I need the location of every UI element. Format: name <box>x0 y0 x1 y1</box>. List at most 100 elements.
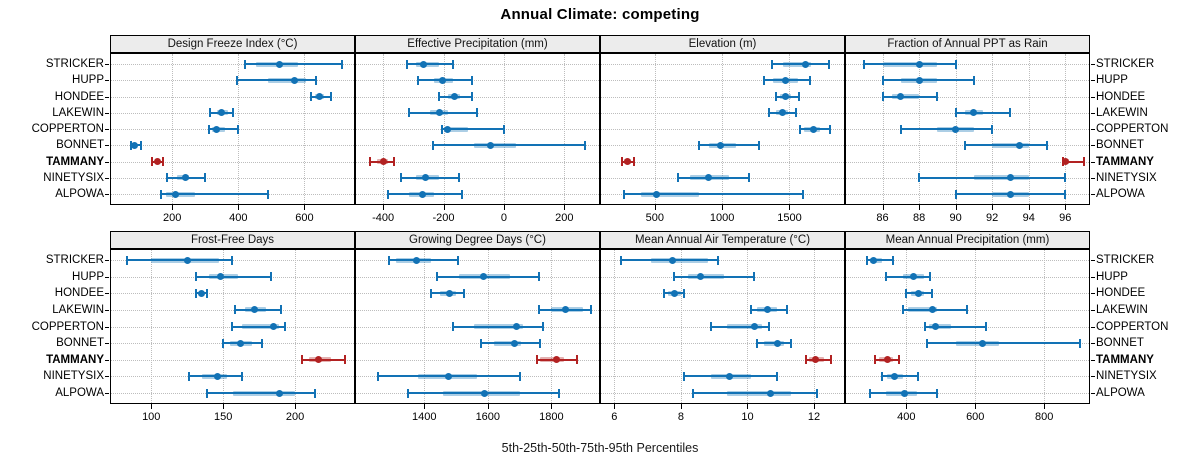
station-label-right: COPPERTON <box>1096 320 1169 333</box>
iqr-band <box>268 77 307 83</box>
percentile-whisker <box>244 63 343 65</box>
horizontal-gridline <box>846 260 1089 261</box>
horizontal-gridline <box>846 64 1089 65</box>
axis-tick <box>304 205 306 210</box>
whisker-cap-low <box>869 388 872 398</box>
median-dot <box>750 323 758 330</box>
row-tick-right <box>1091 129 1095 130</box>
median-dot <box>781 76 789 84</box>
row-tick-right <box>1091 80 1095 82</box>
row-tick-right <box>1091 309 1095 311</box>
whisker-cap-high <box>753 272 756 282</box>
median-dot <box>810 125 818 133</box>
panel-header: Mean Annual Air Temperature (°C) <box>600 231 845 249</box>
panel-header: Growing Degree Days (°C) <box>355 231 600 249</box>
horizontal-gridline <box>846 376 1089 378</box>
whisker-cap-low <box>881 75 884 85</box>
whisker-cap-high <box>683 288 686 298</box>
iqr-band <box>473 142 516 148</box>
whisker-cap-high <box>632 157 635 166</box>
axis-tick <box>814 404 816 409</box>
median-dot <box>812 356 820 364</box>
median-dot <box>420 60 428 68</box>
whisker-cap-high <box>936 388 939 398</box>
horizontal-gridline <box>601 129 844 130</box>
horizontal-gridline <box>356 161 599 163</box>
median-dot <box>1016 141 1024 149</box>
horizontal-gridline <box>356 96 599 98</box>
row-tick-left <box>105 80 109 82</box>
horizontal-gridline <box>601 359 844 361</box>
whisker-cap-low <box>431 140 434 150</box>
whisker-cap-low <box>377 371 380 381</box>
station-label-left: LAKEWIN <box>52 106 104 119</box>
whisker-cap-high <box>457 173 460 183</box>
percentile-whisker <box>864 63 956 65</box>
axis-tick-label: -400 <box>372 212 395 224</box>
whisker-cap-low <box>663 288 666 298</box>
whisker-cap-low <box>749 305 752 315</box>
axis-tick <box>551 404 553 409</box>
whisker-cap-low <box>187 371 190 381</box>
whisker-cap-high <box>314 75 317 85</box>
whisker-cap-low <box>709 322 712 331</box>
horizontal-gridline <box>111 309 354 311</box>
axis-tick <box>238 205 240 210</box>
median-dot <box>379 158 387 165</box>
percentile-whisker <box>919 176 1066 179</box>
iqr-band <box>540 357 565 363</box>
axis-tick-label: 90 <box>949 212 962 224</box>
iqr-band <box>882 61 938 67</box>
median-dot <box>216 273 224 281</box>
median-dot <box>275 389 283 397</box>
median-dot <box>901 389 909 397</box>
horizontal-gridline <box>111 80 354 82</box>
median-dot <box>154 158 162 165</box>
axis-tick <box>955 205 957 210</box>
horizontal-gridline <box>601 161 844 163</box>
axis-tick <box>789 205 791 210</box>
whisker-cap-high <box>1064 189 1067 199</box>
station-label-left: STRICKER <box>45 254 104 266</box>
whisker-cap-high <box>471 92 474 101</box>
iqr-band <box>928 324 952 329</box>
axis-tick-label: 200 <box>162 212 182 224</box>
whisker-cap-high <box>451 59 454 69</box>
iqr-band <box>166 191 196 197</box>
whisker-cap-high <box>898 355 901 365</box>
percentile-whisker <box>927 342 1081 345</box>
median-dot <box>183 256 191 264</box>
horizontal-gridline <box>601 309 844 311</box>
station-label-left: NINETYSIX <box>43 171 104 184</box>
panel-title: Mean Annual Air Temperature (°C) <box>634 234 811 246</box>
panel-title: Mean Annual Precipitation (mm) <box>885 234 1050 246</box>
panel-header: Elevation (m) <box>600 35 845 53</box>
median-dot <box>717 141 725 149</box>
percentile-whisker <box>302 358 346 361</box>
whisker-cap-high <box>1082 157 1085 166</box>
median-dot <box>443 125 451 133</box>
axis-tick-label: 12 <box>807 411 821 423</box>
axis-tick <box>882 205 884 210</box>
panel-title: Frost-Free Days <box>190 234 275 246</box>
percentile-whisker <box>964 144 1047 147</box>
percentile-whisker <box>692 392 818 394</box>
median-dot <box>914 289 922 297</box>
percentile-whisker <box>699 144 759 147</box>
horizontal-gridline <box>356 194 599 195</box>
panel-plot <box>110 53 355 205</box>
whisker-cap-high <box>341 59 344 69</box>
whisker-cap-high <box>776 371 779 381</box>
whisker-cap-low <box>683 371 686 381</box>
whisker-cap-high <box>139 140 142 150</box>
station-label-left: HONDEE <box>54 90 104 103</box>
panel-plot <box>845 249 1090 404</box>
axis-tick <box>614 404 616 409</box>
median-dot <box>652 190 660 198</box>
axis-tick-label: 88 <box>912 212 926 224</box>
whisker-cap-low <box>386 189 389 199</box>
whisker-cap-low <box>537 305 540 315</box>
horizontal-gridline <box>846 96 1089 98</box>
whisker-cap-low <box>388 255 391 265</box>
station-label-left: NINETYSIX <box>43 370 104 383</box>
